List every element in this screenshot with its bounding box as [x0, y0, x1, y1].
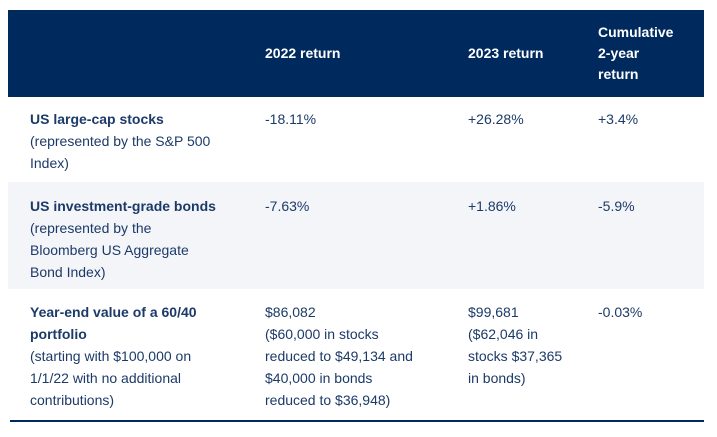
table-row-investment-grade-bonds: US investment-grade bonds (represented b… — [8, 182, 704, 289]
table-header-row: 2022 return 2023 return Cumulative 2-yea… — [8, 10, 704, 97]
row-label: Year-end value of a 60/40 portfolio — [30, 304, 197, 342]
row-label-cell: US investment-grade bonds (represented b… — [8, 195, 265, 283]
cell-2023-return: +26.28% — [468, 111, 524, 127]
cell-cumulative-return: -0.03% — [598, 304, 643, 320]
table-row-60-40-portfolio: Year-end value of a 60/40 portfolio (sta… — [8, 289, 704, 420]
col-header-2022-return: 2022 return — [265, 45, 341, 61]
row-label-note: (represented by the Bloomberg US Aggrega… — [30, 220, 189, 280]
row-label: US investment-grade bonds — [30, 198, 216, 214]
cell-2022-return: -18.11% — [265, 111, 317, 127]
cell-2022-return: -7.63% — [265, 198, 310, 214]
table-bottom-rule — [10, 420, 704, 422]
row-label-note: (represented by the S&P 500 Index) — [30, 133, 211, 171]
row-label-cell: Year-end value of a 60/40 portfolio (sta… — [8, 301, 265, 414]
col-header-2023-return: 2023 return — [468, 45, 544, 61]
row-label-cell: US large-cap stocks (represented by the … — [8, 108, 265, 176]
row-label: US large-cap stocks — [30, 111, 164, 127]
returns-table: 2022 return 2023 return Cumulative 2-yea… — [8, 10, 704, 422]
cell-cumulative-return: -5.9% — [598, 198, 635, 214]
row-label-note: (starting with $100,000 on 1/1/22 with n… — [30, 348, 192, 408]
cell-2023-return: $99,681 ($62,046 in stocks $37,365 in bo… — [468, 304, 563, 386]
cell-cumulative-return: +3.4% — [598, 111, 639, 127]
cell-2022-return: $86,082 ($60,000 in stocks reduced to $4… — [265, 304, 413, 408]
cell-2023-return: +1.86% — [468, 198, 516, 214]
col-header-cumulative-return: Cumulative 2-year return — [598, 24, 674, 82]
table-row-large-cap-stocks: US large-cap stocks (represented by the … — [8, 97, 704, 182]
